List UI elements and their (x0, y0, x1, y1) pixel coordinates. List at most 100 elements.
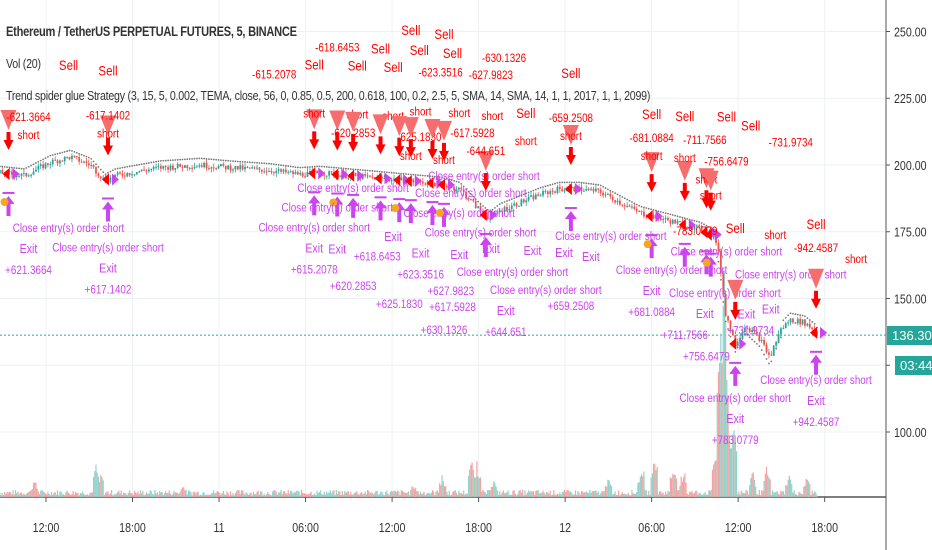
volume-bar (294, 492, 297, 497)
trend-dot (20, 167, 23, 170)
volume-bar (371, 492, 373, 497)
close-order-label: Close entry(s) order short (282, 202, 394, 215)
volume-bar (353, 492, 355, 497)
candle-body (162, 165, 165, 169)
volume-bar (180, 489, 182, 497)
candle-body (47, 163, 49, 165)
sell-pnl-label: -630.1326 (482, 52, 526, 65)
candle-body (736, 341, 739, 346)
candle-body (203, 162, 206, 168)
sell-label: Sell (443, 45, 462, 61)
trend-dot (667, 212, 669, 215)
volume-bar (205, 494, 208, 497)
exit-flag-icon (447, 178, 455, 191)
volume-bar (217, 491, 220, 497)
candle-body (366, 175, 369, 177)
trend-dot (657, 210, 660, 213)
candle-body (186, 165, 189, 169)
volume-bar (393, 490, 395, 497)
time-tick-label: 18:00 (811, 520, 838, 535)
candle-body (679, 221, 681, 223)
volume-bar (328, 492, 330, 497)
candle-body (412, 179, 415, 183)
short-label: short (515, 135, 537, 148)
volume-bar (727, 395, 729, 497)
trend-dot (265, 162, 268, 165)
exit-flag-icon (384, 172, 392, 185)
volume-bar (386, 490, 388, 497)
volume-bar (425, 493, 428, 497)
volume-bar (216, 491, 218, 497)
strategy-label[interactable]: Trend spider glue Strategy (3, 15, 5, 0.… (6, 88, 651, 103)
trend-dot (686, 217, 689, 220)
candle-body (496, 212, 499, 214)
candle-body (155, 166, 157, 168)
volume-bar (115, 493, 118, 497)
entry-flag-icon (810, 326, 818, 339)
volume-bar (757, 495, 759, 497)
volume-bar (65, 492, 67, 497)
entry-flag-icon (404, 175, 412, 188)
candle-body (371, 176, 374, 178)
exit-flag-icon (574, 183, 582, 196)
trend-dot (789, 312, 792, 315)
candle-body (506, 206, 508, 211)
candle-body (328, 171, 331, 176)
candle-body (542, 190, 544, 196)
candle-body (748, 328, 751, 332)
close-order-label: Close entry(s) order short (555, 230, 667, 243)
volume-bar (627, 492, 629, 497)
volume-bar (83, 493, 85, 497)
volume-bar (464, 494, 466, 497)
volume-bar (141, 493, 143, 497)
volume-bar (199, 494, 202, 497)
candle-body (554, 191, 556, 193)
candle-body (587, 188, 590, 190)
volume-bar (406, 492, 408, 497)
trend-dot (277, 163, 280, 166)
volume-bar (451, 494, 453, 497)
sell-arrow-icon (679, 182, 690, 201)
candle-body (10, 171, 13, 175)
volume-bar (273, 490, 275, 497)
volume-bar (48, 493, 50, 497)
sell-pnl-label: -623.3516 (418, 67, 462, 80)
volume-bar (34, 482, 36, 497)
volume-bar (332, 491, 334, 497)
volume-bar (713, 464, 715, 497)
trend-dot (530, 190, 532, 193)
volume-bar (208, 494, 210, 497)
volume-bar (417, 491, 419, 497)
volume-bar (460, 492, 462, 497)
volume-bar (660, 491, 662, 497)
volume-bar (590, 492, 592, 497)
volume-bar (427, 492, 429, 497)
exit-label: Exit (726, 411, 744, 426)
volume-bar (507, 490, 509, 497)
trend-dot (407, 173, 410, 176)
volume-bar (169, 494, 172, 497)
volume-bar (246, 493, 248, 497)
trend-dot (549, 184, 552, 186)
volume-indicator-label[interactable]: Vol (20) (6, 56, 41, 71)
sell-arrow-icon (730, 301, 741, 320)
trend-dot (224, 159, 227, 162)
trade-marker[interactable]: Sell-618.6453shortClose entry(s) order s… (282, 42, 401, 264)
candle-body (520, 199, 523, 206)
short-label: short (700, 190, 722, 203)
trend-dot (635, 203, 638, 206)
short-label: short (482, 110, 504, 123)
